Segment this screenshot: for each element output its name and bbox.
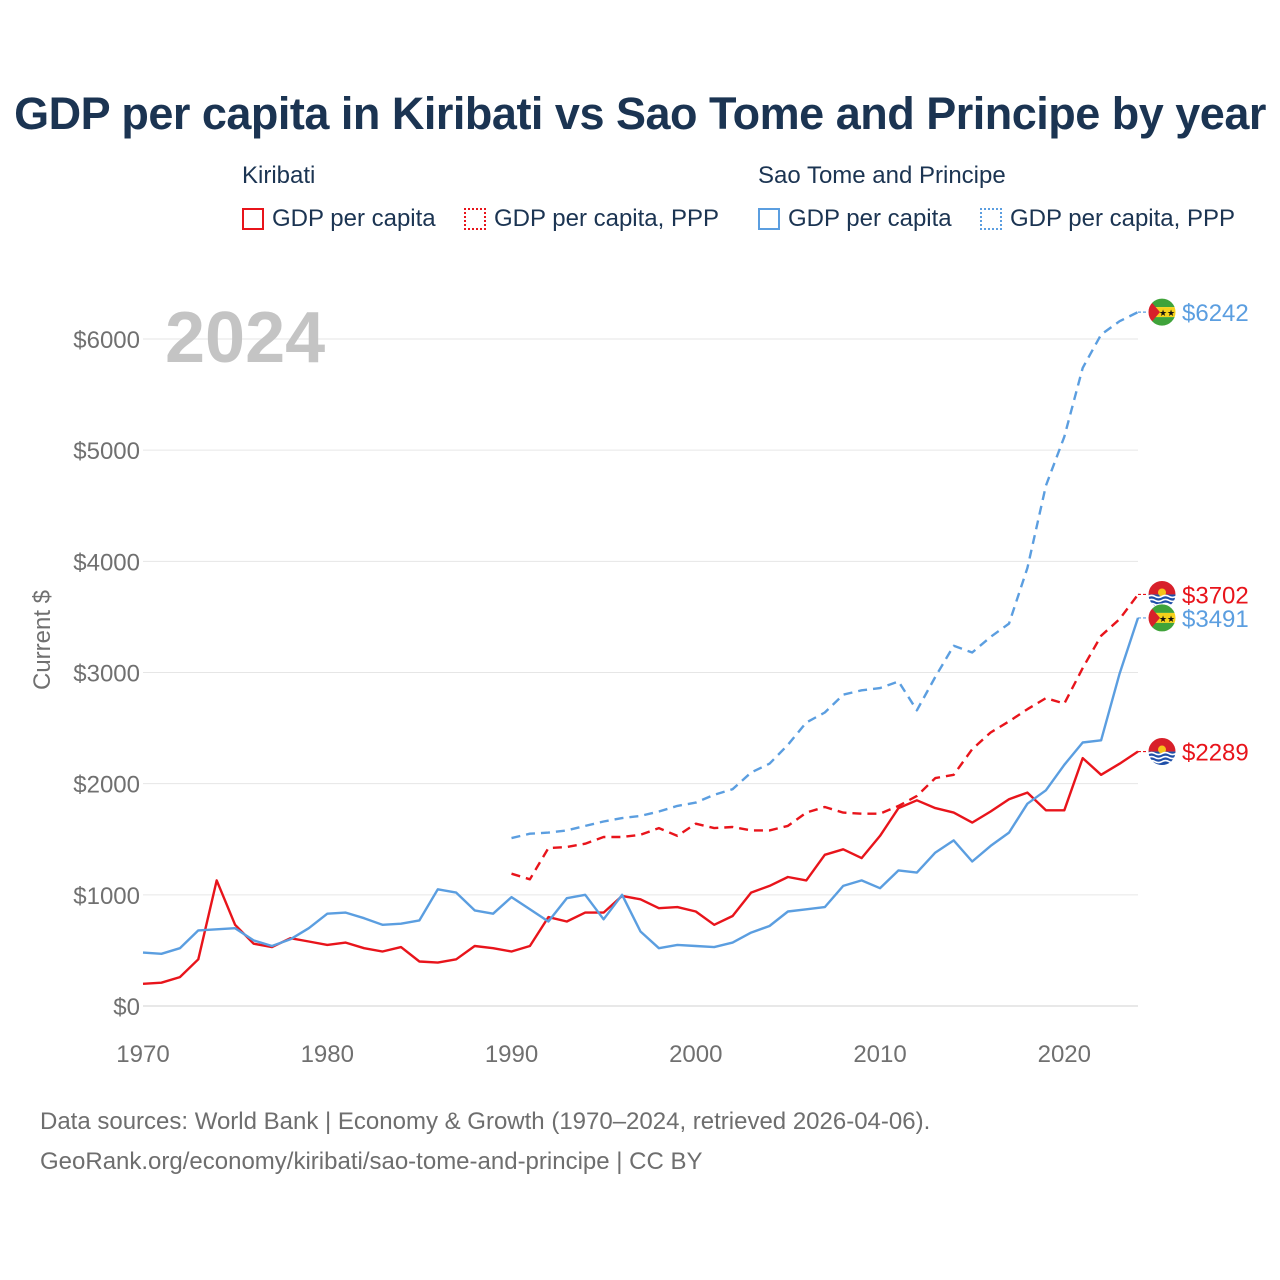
- sao-tome-flag-icon: ★★: [1147, 297, 1177, 327]
- y-tick-label: $0: [113, 994, 140, 1021]
- legend-label: GDP per capita: [272, 205, 436, 232]
- y-tick-label: $4000: [73, 549, 140, 576]
- legend-label: GDP per capita, PPP: [494, 205, 719, 232]
- x-tick-label: 2010: [853, 1041, 906, 1068]
- end-value-label: $6242: [1182, 300, 1249, 327]
- legend-swatch-dotted-red: [464, 208, 486, 230]
- grid: [143, 338, 1138, 1007]
- end-markers: $2289 $3702 ★★ $3491 ★★ $6242: [1138, 297, 1249, 767]
- y-tick-label: $2000: [73, 772, 140, 799]
- end-value-label: $2289: [1182, 740, 1249, 767]
- y-axis-label: Current $: [29, 590, 56, 690]
- end-value-label: $3702: [1182, 582, 1249, 609]
- end-value-label: $3491: [1182, 606, 1249, 633]
- footer-url: GeoRank.org/economy/kiribati/sao-tome-an…: [40, 1148, 703, 1175]
- x-tick-label: 2000: [669, 1041, 722, 1068]
- x-tick-label: 1970: [116, 1041, 169, 1068]
- legend-group-kiribati: Kiribati: [242, 162, 316, 189]
- series-line-0[interactable]: [142, 750, 1139, 985]
- y-tick-label: $5000: [73, 438, 140, 465]
- legend-item-kiribati-gdp-ppp[interactable]: GDP per capita, PPP: [464, 205, 719, 233]
- chart-title: GDP per capita in Kiribati vs Sao Tome a…: [14, 88, 1266, 139]
- year-watermark: 2024: [165, 298, 325, 378]
- footer-sources: Data sources: World Bank | Economy & Gro…: [40, 1108, 931, 1135]
- series-line-3[interactable]: [511, 311, 1139, 840]
- series-line-2[interactable]: [142, 617, 1140, 955]
- kiribati-flag-icon: [1147, 737, 1177, 767]
- x-tick-label: 1980: [301, 1041, 354, 1068]
- legend-label: GDP per capita, PPP: [1010, 205, 1235, 232]
- legend-swatch-solid-blue: [758, 208, 780, 230]
- y-axis: $0 $1000 $2000 $3000 $4000 $5000 $6000: [73, 327, 140, 1021]
- legend-item-sao-tome-gdp-ppp[interactable]: GDP per capita, PPP: [980, 205, 1235, 233]
- legend-group-sao-tome: Sao Tome and Principe: [758, 162, 1006, 189]
- x-tick-label: 2020: [1038, 1041, 1091, 1068]
- x-tick-label: 1990: [485, 1041, 538, 1068]
- kiribati-flag-icon: [1147, 579, 1177, 609]
- sao-tome-flag-icon: ★★: [1147, 603, 1177, 633]
- y-tick-label: $6000: [73, 327, 140, 354]
- series-line-1[interactable]: [511, 593, 1139, 881]
- legend-item-sao-tome-gdp[interactable]: GDP per capita: [758, 205, 952, 233]
- legend-swatch-dotted-blue: [980, 208, 1002, 230]
- svg-text:★★: ★★: [1159, 308, 1175, 318]
- legend-label: GDP per capita: [788, 205, 952, 232]
- legend-swatch-solid-red: [242, 208, 264, 230]
- svg-text:★★: ★★: [1159, 614, 1175, 624]
- x-axis: 1970 1980 1990 2000 2010 2020: [116, 1041, 1091, 1068]
- series-lines: [142, 311, 1140, 985]
- y-tick-label: $1000: [73, 883, 140, 910]
- legend-item-kiribati-gdp[interactable]: GDP per capita: [242, 205, 436, 233]
- y-tick-label: $3000: [73, 661, 140, 688]
